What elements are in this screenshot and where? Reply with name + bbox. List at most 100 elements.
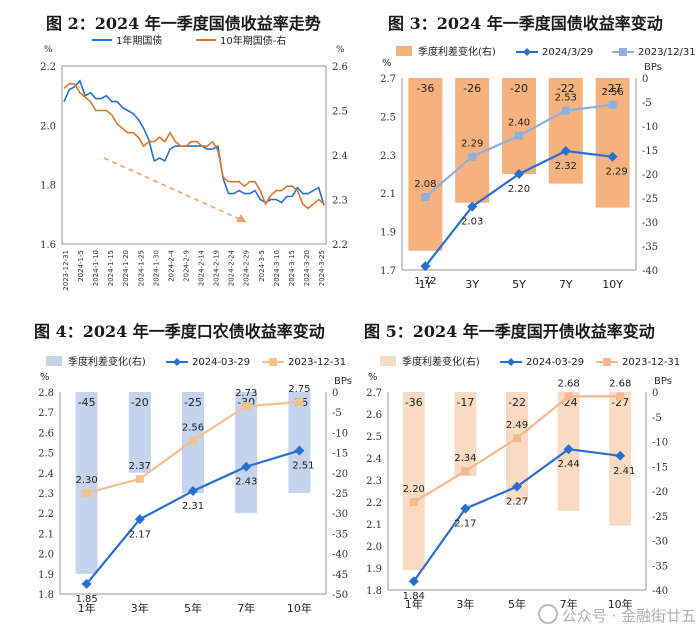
fig2-xtick-label: 2024-2-24: [228, 249, 236, 286]
fig2-series-10y: [63, 83, 325, 210]
fig4-xtick-label: 5年: [184, 601, 202, 615]
fig2-ytick-left: 1.8: [40, 181, 56, 192]
fig4-ytick-right: -35: [332, 529, 348, 540]
fig3-ytick-left: 1.9: [380, 228, 396, 239]
fig3-point-label-prev: 2.53: [555, 93, 577, 104]
fig3-point-prev: [468, 152, 477, 161]
fig3-xtick-label: 3Y: [465, 278, 479, 291]
fig4-bar: [75, 392, 98, 574]
fig2-ytick-right: 2.3: [332, 196, 348, 207]
fig5-point-prev: [564, 392, 573, 401]
fig4-ytick-left: 2.8: [38, 388, 54, 399]
fig3-point-label-prev: 2.29: [461, 139, 483, 150]
fig3-point-label-curr: 2.20: [508, 184, 530, 195]
fig2-xtick-label: 2024-3-5: [258, 250, 266, 282]
fig3-ytick-left: 2.5: [380, 112, 396, 123]
fig5-ytick-right: -40: [652, 586, 668, 597]
fig5-ytick-left: 2.4: [366, 454, 382, 465]
fig4-bar-label: -45: [78, 396, 96, 409]
fig5-bar-label: -36: [405, 396, 423, 409]
fig5-point-label-curr: 2.17: [454, 519, 476, 530]
fig5-point-curr: [563, 444, 574, 455]
fig5-ytick-left: 2.0: [366, 542, 382, 553]
fig3-point-label-curr: 2.29: [605, 167, 627, 178]
fig4-ytick-right: -30: [332, 509, 348, 520]
fig2-ytick-right: 2.2: [332, 240, 348, 251]
fig4-ytick-left: 2.0: [38, 550, 54, 561]
fig5-ylabel-right: BPs: [654, 376, 672, 387]
fig3-ytick-left: 2.3: [380, 151, 396, 162]
fig4-legend-marker-curr: [173, 358, 181, 366]
fig3-bar-label: -20: [510, 82, 528, 95]
fig5-bar-label: -27: [611, 396, 629, 409]
fig5-bar-label: -17: [456, 396, 474, 409]
fig5-ytick-left: 2.1: [366, 520, 382, 531]
fig4-point-label-curr: 2.31: [182, 501, 204, 512]
fig5-bar: [402, 392, 425, 571]
fig4-xtick-label: 3年: [131, 601, 149, 615]
fig4-legend-label-curr: 2024-03-29: [192, 357, 250, 368]
fig4-bar: [288, 392, 311, 493]
fig3-point-curr: [467, 201, 478, 212]
fig5-legend-label-bars: 季度利差变化(右): [402, 355, 480, 368]
fig3-point-curr: [420, 261, 431, 272]
fig4-ytick-right: -25: [332, 489, 348, 500]
fig3-xtick-label: 10Y: [602, 278, 623, 291]
fig3-point-prev: [515, 131, 523, 140]
fig5-ytick-right: -10: [652, 438, 668, 449]
fig4-point-curr: [294, 445, 305, 456]
fig5-point-label-curr: 2.27: [506, 497, 528, 508]
fig4-point-prev: [295, 398, 304, 407]
fig4-ytick-left: 2.6: [38, 428, 54, 439]
fig4-point-prev: [189, 436, 197, 445]
fig4-title: 图 4：2024 年一季度口农债收益率变动: [34, 322, 325, 341]
fig5-ytick-right: 0: [652, 388, 658, 399]
fig5-xtick-label: 7年: [560, 597, 578, 611]
fig3-bar: [455, 78, 490, 203]
fig4-legend-swatch-bars: [46, 356, 62, 366]
fig3-point-label-curr: 2.32: [555, 161, 577, 172]
fig3-point-prev: [561, 106, 570, 115]
fig3-ytick-right: -10: [642, 122, 658, 133]
fig3-point-label-prev: 2.08: [414, 179, 436, 190]
fig5-point-prev: [513, 434, 521, 443]
fig4-xtick-label: 7年: [237, 601, 255, 615]
fig2-ytick-right: 2.5: [332, 107, 348, 118]
fig4-ytick-left: 1.9: [38, 570, 54, 581]
fig4-point-curr: [134, 514, 145, 525]
fig5-point-label-prev: 2.20: [403, 484, 425, 495]
fig5-point-curr: [512, 481, 522, 492]
fig4-ytick-right: -40: [332, 550, 348, 561]
fig3-point-label-prev: 2.56: [601, 87, 623, 98]
fig3-xtick-label: 7Y: [559, 278, 573, 291]
fig3-point-curr: [514, 169, 524, 179]
fig3-title: 图 3：2024 年一季度国债收益率变动: [388, 14, 663, 33]
fig5-point-prev: [409, 498, 418, 506]
fig5-point-label-prev: 2.34: [454, 453, 476, 464]
fig5-legend-marker-prev: [603, 358, 611, 366]
fig3-ytick-right: -25: [642, 194, 658, 205]
fig5-point-curr: [615, 450, 626, 461]
fig2-ylabel-left: %: [44, 45, 53, 55]
fig4-point-prev: [242, 402, 251, 411]
fig4-legend-label-prev: 2023-12-31: [288, 357, 346, 368]
fig5-legend-label-curr: 2024-03-29: [526, 357, 584, 368]
fig3-point-prev: [421, 193, 430, 202]
fig2-xtick-label: 2024-3-20: [303, 250, 311, 286]
fig4-ytick-right: -10: [332, 428, 348, 439]
fig5-ytick-right: -15: [652, 462, 668, 473]
fig5-point-label-prev: 2.68: [609, 378, 631, 389]
fig4-ytick-right: -15: [332, 449, 348, 460]
fig2-xtick-label: 2024-1-20: [122, 250, 130, 286]
fig3-ytick-right: -15: [642, 146, 658, 157]
fig2-xtick-label: 2024-1-5: [77, 250, 85, 282]
fig4-ytick-left: 2.1: [38, 529, 54, 540]
fig4-point-label-prev: 2.30: [75, 475, 97, 486]
fig5-ytick-left: 2.6: [366, 410, 382, 421]
fig5-ytick-right: -30: [652, 537, 668, 548]
fig5-bar: [454, 392, 477, 477]
fig5-point-label-curr: 2.41: [613, 466, 635, 477]
fig4-ytick-left: 2.3: [38, 489, 54, 500]
fig4-xtick-label: 1年: [78, 601, 96, 615]
